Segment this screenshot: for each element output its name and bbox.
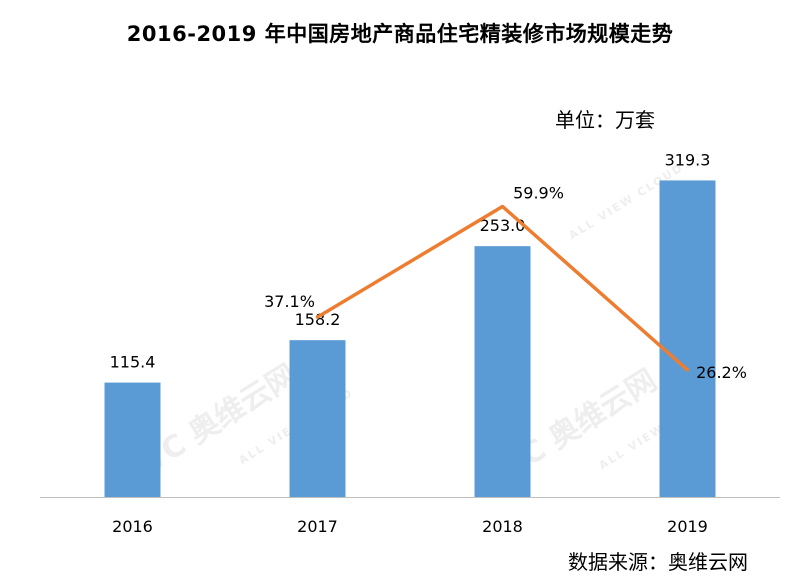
bar-value-label: 158.2 [295, 310, 341, 329]
bar [474, 246, 531, 497]
x-tick-label: 2017 [297, 517, 338, 536]
x-tick-label: 2016 [112, 517, 153, 536]
bar-value-label: 319.3 [665, 150, 711, 169]
chart-title: 2016-2019 年中国房地产商品住宅精装修市场规模走势 [126, 22, 674, 46]
x-tick-label: 2018 [482, 517, 523, 536]
source-label: 数据来源：奥维云网 [568, 550, 748, 574]
growth-rate-line [315, 204, 690, 372]
bar [104, 382, 161, 497]
growth-rate-label: 59.9% [513, 183, 564, 202]
growth-rate-label: 26.2% [696, 363, 747, 382]
bar-value-label: 253.0 [480, 216, 526, 235]
unit-label: 单位：万套 [555, 108, 655, 132]
bar-value-label: 115.4 [110, 353, 156, 372]
x-tick-label: 2019 [667, 517, 708, 536]
bar [289, 340, 346, 497]
bar [659, 180, 716, 497]
growth-rate-label: 37.1% [264, 292, 315, 311]
